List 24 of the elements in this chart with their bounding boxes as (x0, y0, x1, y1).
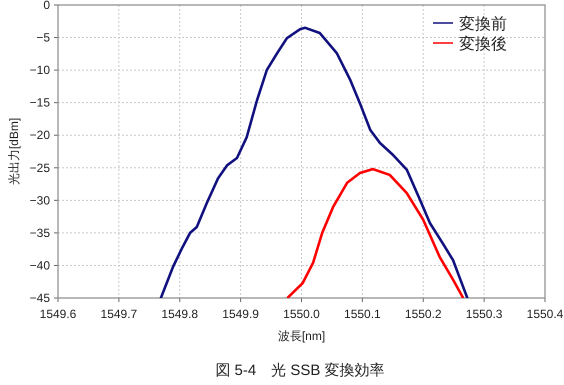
x-tick-label: 1549.7 (100, 307, 138, 321)
legend-label: 変換前 (459, 15, 507, 33)
y-tick-label: −20 (30, 128, 50, 142)
y-tick-label: −30 (30, 193, 50, 208)
y-tick-label: −5 (36, 30, 50, 45)
y-tick-label: −15 (30, 96, 50, 110)
y-tick-label: −45 (30, 291, 50, 305)
text: 図 5-4 光 SSB 変換効率 (215, 362, 385, 379)
y-tick-label: −35 (30, 226, 50, 240)
y-tick-label: −25 (30, 160, 50, 175)
x-tick-label: 1550.1 (344, 307, 382, 321)
x-tick-label: 1550.4 (526, 307, 564, 321)
y-tick-label: −40 (30, 258, 50, 272)
x-tick-label: 1549.6 (40, 307, 77, 321)
legend-label: 変換後 (459, 35, 507, 53)
x-tick-label: 1550.0 (283, 307, 320, 321)
y-tick-label: 0 (43, 0, 50, 12)
y-tick-label: −10 (30, 63, 50, 78)
x-tick-label: 1549.8 (161, 307, 198, 321)
x-tick-label: 1550.3 (466, 307, 503, 321)
x-axis-title: 波長[nm] (278, 329, 326, 343)
x-tick-label: 1549.9 (222, 307, 260, 321)
x-tick-label: 1550.2 (404, 307, 442, 321)
y-axis-title: 光出力[dBm] (7, 118, 21, 186)
